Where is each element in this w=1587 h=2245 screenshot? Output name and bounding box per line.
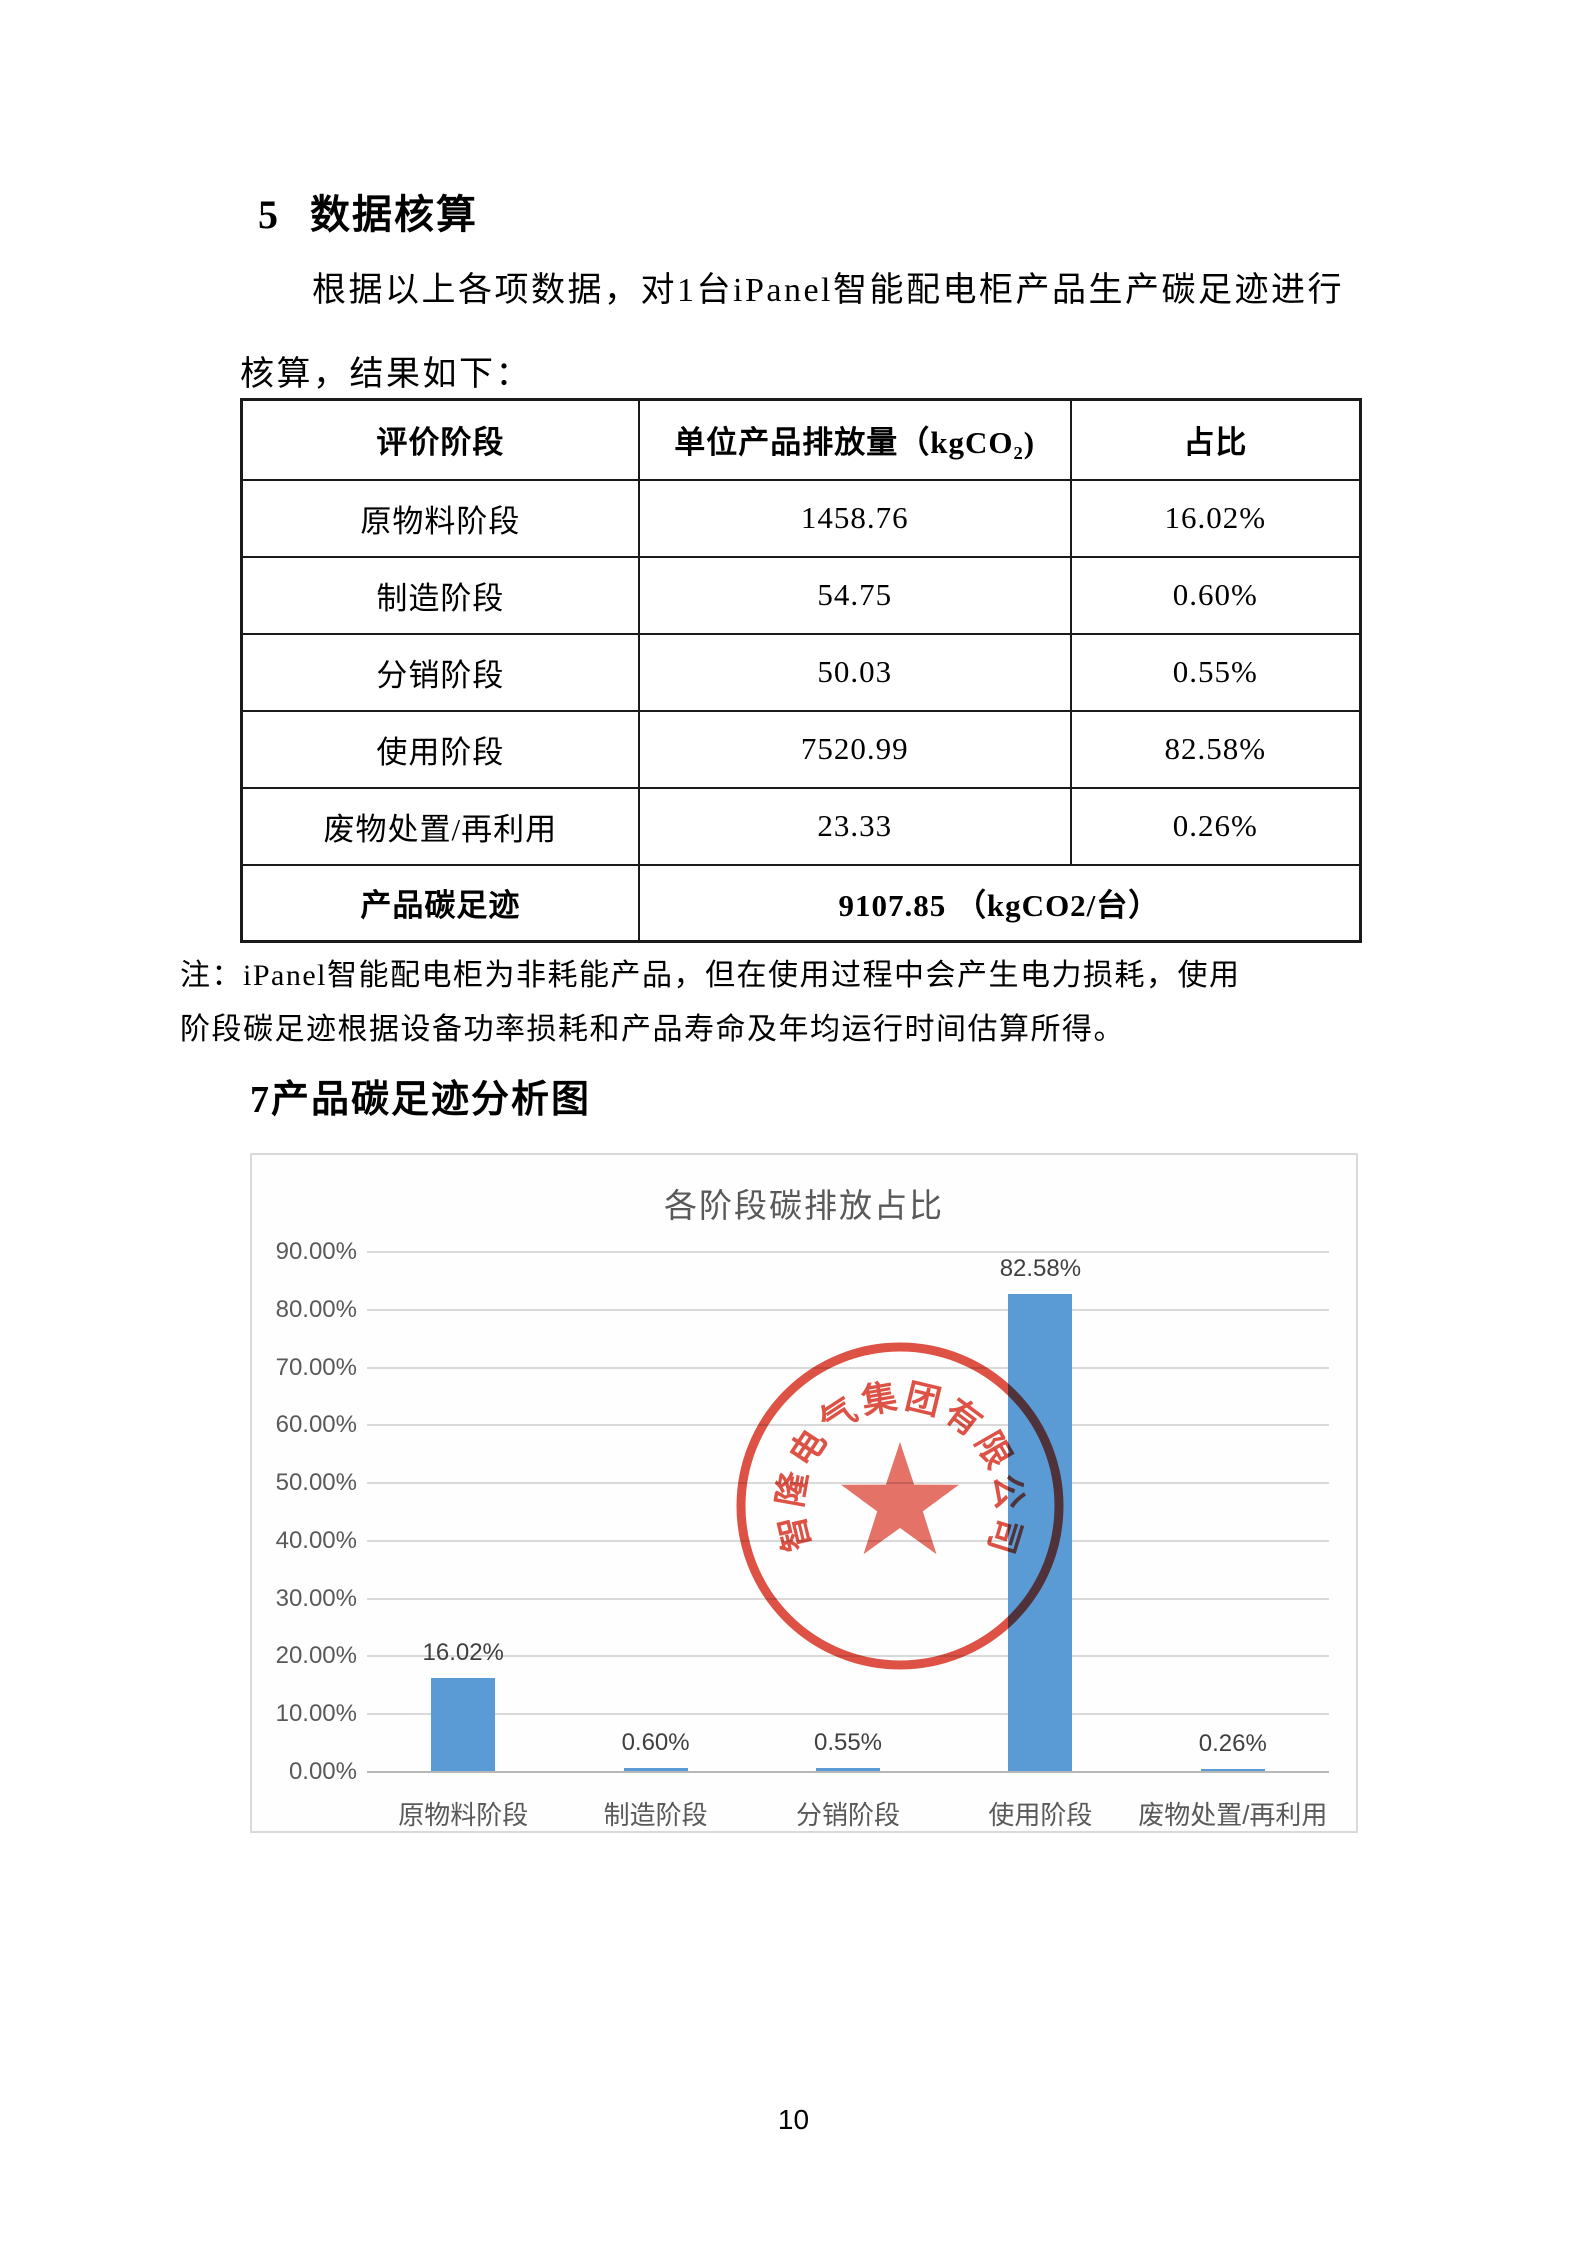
bar-slot: 82.58%	[944, 1252, 1136, 1772]
y-tick-label: 90.00%	[275, 1238, 357, 1265]
cell-share: 0.26%	[1069, 786, 1362, 866]
cell-stage: 分销阶段	[240, 632, 640, 712]
stamp-star-icon	[841, 1442, 959, 1555]
bar	[1200, 1768, 1265, 1771]
gridline	[367, 1597, 1329, 1600]
table-row: 原物料阶段 1458.76 16.02%	[240, 478, 1362, 558]
bar-value-label: 16.02%	[422, 1639, 504, 1667]
y-tick-label: 20.00%	[275, 1642, 357, 1670]
cell-emission: 54.75	[637, 555, 1072, 635]
paragraph-line-1: 根据以上各项数据，对1台iPanel智能配电柜产品生产碳足迹进行	[312, 272, 1344, 309]
cell-share: 16.02%	[1069, 478, 1362, 558]
company-stamp: 智隆电气集团有限公司	[736, 1342, 1064, 1670]
page-number: 10	[777, 2104, 810, 2135]
cell-emission: 1458.76	[637, 478, 1072, 558]
header-emission: 单位产品排放量（kgCO₂)	[637, 398, 1072, 481]
table-row: 分销阶段 50.03 0.55%	[240, 632, 1362, 712]
section-5-title: 数据核算	[310, 192, 478, 237]
carbon-footprint-table: 评价阶段 单位产品排放量（kgCO₂) 占比 原物料阶段 1458.76 16.…	[240, 398, 1362, 943]
cell-stage: 废物处置/再利用	[240, 786, 640, 866]
paragraph-line-2: 核算，结果如下：	[240, 356, 532, 393]
cell-stage: 使用阶段	[240, 709, 640, 789]
cell-share: 0.55%	[1069, 632, 1362, 712]
bar	[815, 1767, 880, 1771]
bar-chart: 各阶段碳排放占比 90.00% 80.00% 70.00% 60.00% 50.00% 4…	[250, 1153, 1358, 1833]
cell-share: 82.58%	[1069, 709, 1362, 789]
cell-emission: 23.33	[637, 786, 1072, 866]
gridline	[367, 1482, 1329, 1485]
cell-stage: 制造阶段	[240, 555, 640, 635]
plot-area: 90.00% 80.00% 70.00% 60.00% 50.00% 40.00% 30.0…	[276, 1238, 1329, 1785]
cell-emission: 50.03	[637, 632, 1072, 712]
y-tick-label: 0.00%	[288, 1758, 357, 1785]
bar-value-label: 0.26%	[1198, 1729, 1267, 1757]
y-tick-label: 80.00%	[275, 1295, 357, 1323]
header-share: 占比	[1069, 398, 1362, 481]
bar-slot: 0.26%	[1137, 1252, 1329, 1772]
y-tick-label: 40.00%	[275, 1526, 357, 1554]
section-5-number: 5	[258, 192, 280, 237]
bar	[1008, 1293, 1073, 1771]
gridline	[367, 1771, 1329, 1773]
gridline	[367, 1251, 1329, 1253]
bar	[431, 1678, 496, 1771]
x-axis-labels: 原物料阶段 制造阶段 分销阶段 使用阶段 废物处置/再利用	[367, 1795, 1329, 1832]
y-tick-label: 70.00%	[275, 1353, 357, 1381]
gridline	[367, 1366, 1329, 1369]
table-header-row: 评价阶段 单位产品排放量（kgCO₂) 占比	[240, 398, 1362, 481]
cell-emission: 7520.99	[637, 709, 1072, 789]
bar	[623, 1767, 688, 1771]
table-note-line-2: 阶段碳足迹根据设备功率损耗和产品寿命及年均运行时间估算所得。	[180, 1013, 1125, 1046]
category-label: 制造阶段	[603, 1800, 708, 1830]
section-5-heading: 5 数据核算	[258, 182, 478, 240]
category-label: 废物处置/再利用	[1138, 1800, 1328, 1830]
y-tick-label: 10.00%	[275, 1700, 357, 1728]
y-tick-label: 30.00%	[275, 1584, 357, 1612]
gridline	[367, 1308, 1329, 1311]
cell-share: 0.60%	[1069, 555, 1362, 635]
table-row: 制造阶段 54.75 0.60%	[240, 555, 1362, 635]
bar-value-label: 0.60%	[621, 1728, 690, 1756]
bar-value-label: 82.58%	[999, 1254, 1082, 1282]
total-value: 9107.85 （kgCO2/台）	[637, 863, 1362, 943]
category-label: 原物料阶段	[398, 1800, 529, 1830]
category-label: 使用阶段	[988, 1800, 1093, 1830]
category-label: 分销阶段	[796, 1800, 901, 1830]
gridline	[367, 1539, 1329, 1542]
y-tick-label: 60.00%	[275, 1411, 357, 1439]
table-row: 使用阶段 7520.99 82.58%	[240, 709, 1362, 789]
cell-stage: 原物料阶段	[240, 478, 640, 558]
gridline	[367, 1713, 1329, 1716]
bar-slot: 16.02%	[367, 1252, 559, 1772]
total-stage: 产品碳足迹	[240, 863, 640, 943]
header-stage: 评价阶段	[240, 398, 640, 481]
bar-slot: 0.55%	[752, 1252, 944, 1772]
table-row: 废物处置/再利用 23.33 0.26%	[240, 786, 1362, 866]
bar-value-label: 0.55%	[813, 1728, 883, 1756]
section-7-heading: 7产品碳足迹分析图	[250, 1079, 592, 1121]
bar-slot: 0.60%	[559, 1252, 751, 1772]
table-note-line-1: 注：iPanel智能配电柜为非耗能产品，但在使用过程中会产生电力损耗，使用	[180, 959, 1241, 992]
stamp-ring	[736, 1342, 1064, 1670]
chart-title: 各阶段碳排放占比	[664, 1187, 944, 1224]
table-total-row: 产品碳足迹 9107.85 （kgCO2/台）	[240, 863, 1362, 943]
gridline	[367, 1424, 1329, 1427]
y-tick-label: 50.00%	[275, 1469, 357, 1497]
